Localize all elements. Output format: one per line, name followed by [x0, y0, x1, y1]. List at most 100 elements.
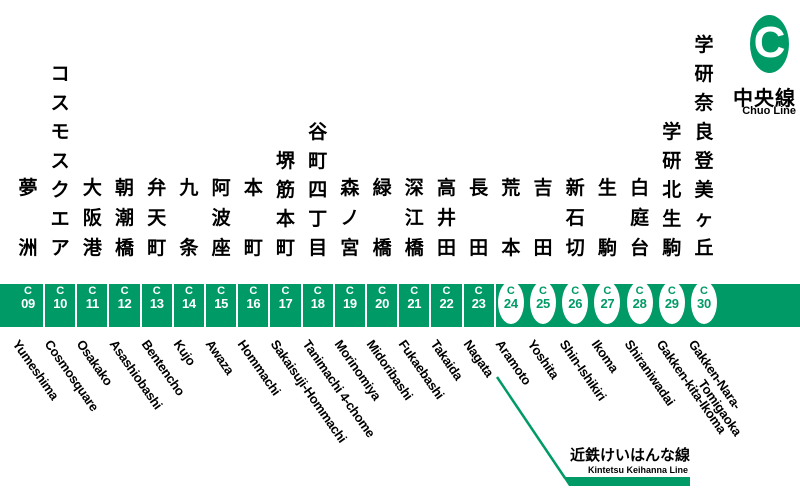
station-line-letter: C — [378, 285, 387, 297]
station-name-ja: 堺筋本町 — [274, 152, 298, 258]
station-name-ja: 朝潮橋 — [113, 179, 137, 258]
station-name-ja: 新石切 — [563, 179, 587, 258]
station-name-ja: 阿波座 — [209, 179, 233, 258]
station-name-ja-char: 田 — [436, 238, 456, 259]
station-line-letter: C — [474, 285, 483, 297]
cell-separator — [461, 284, 464, 327]
station-name-ja-char: 良 — [694, 122, 714, 143]
station-number: 21 — [407, 296, 422, 311]
station-name-ja-char: 長 — [469, 178, 489, 199]
station-name-ja: 谷町四丁目 — [306, 123, 330, 258]
station-number: 13 — [149, 296, 164, 311]
station-line-letter: C — [56, 285, 65, 297]
station-name-en: Kujo — [170, 337, 199, 369]
station-name-ja-char: 目 — [308, 238, 328, 259]
branch-name-en: Kintetsu Keihanna Line — [587, 465, 688, 475]
station-number-badge: C 25 — [530, 281, 557, 324]
station-number: 14 — [182, 296, 196, 311]
station-name-ja-char: 駒 — [662, 238, 682, 259]
station-number: 25 — [536, 296, 550, 311]
station-name-ja-char: ス — [50, 151, 70, 172]
station-number: 10 — [53, 296, 68, 311]
station-name-ja-char: 奈 — [694, 93, 714, 114]
cell-separator — [107, 284, 110, 327]
station-line-letter: C — [571, 285, 580, 297]
station-name-en: Awaza — [202, 337, 238, 378]
station-name-ja-char: 北 — [662, 180, 682, 201]
station-name-ja-char: コ — [50, 64, 70, 85]
station-number: 12 — [117, 296, 132, 311]
station-name-ja-char: 新 — [565, 178, 585, 199]
station-name-ja-char: 登 — [694, 151, 714, 172]
station-name-ja-char: 田 — [533, 238, 553, 259]
station-name-ja-char: 町 — [147, 238, 167, 259]
station-number: 23 — [471, 296, 486, 311]
station-number: 30 — [697, 296, 711, 311]
station-name-ja-char: 生 — [597, 178, 617, 199]
cell-separator — [332, 284, 335, 327]
station-line-letter: C — [152, 285, 161, 297]
station-number-badge: C 26 — [562, 281, 589, 324]
station-name-ja-char: 波 — [211, 208, 231, 229]
station-name-ja: 高井田 — [434, 179, 458, 258]
station-name-ja-char: ヶ — [694, 209, 714, 230]
station-name-ja-char: 生 — [662, 209, 682, 230]
station-name-ja-char: 江 — [404, 208, 424, 229]
station-number: 22 — [439, 296, 454, 311]
station-number-badge: C 20 — [365, 284, 399, 311]
station-number-badge: C 14 — [172, 284, 206, 311]
station-number-badge: C 16 — [236, 284, 270, 311]
branch-name-ja: 近鉄けいはんな線 — [569, 447, 690, 464]
station-name-ja-char: 緑 — [372, 178, 392, 199]
station-name-ja: 長田 — [467, 179, 491, 258]
station-number-badge: C 24 — [497, 281, 524, 324]
station-number-badge: C 11 — [75, 284, 109, 311]
station-line-letter: C — [506, 285, 515, 297]
station-name-ja: 九条 — [177, 179, 201, 258]
station-number-badge: C 15 — [204, 284, 238, 311]
station-number: 18 — [310, 296, 325, 311]
station-number: 16 — [246, 296, 261, 311]
station-line-letter: C — [603, 285, 612, 297]
station-name-ja-char: 森 — [340, 178, 360, 199]
station-name-ja-char: 吉 — [533, 178, 553, 199]
cell-separator — [300, 284, 303, 327]
station-number-badge: C 21 — [397, 284, 431, 311]
station-line-letter: C — [442, 285, 451, 297]
station-name-ja-char: 研 — [662, 151, 682, 172]
line-name-en: Chuo Line — [742, 105, 796, 117]
branch-diagonal-line — [495, 376, 567, 479]
station-name-ja-char: 九 — [179, 178, 199, 199]
station-number-badge: C 18 — [301, 284, 335, 311]
station-name-ja-char: 朝 — [115, 178, 135, 199]
branch-underline-bar — [563, 477, 690, 486]
station-number: 28 — [632, 296, 647, 311]
station-number-badge: C 10 — [43, 284, 77, 311]
station-line-letter: C — [345, 285, 354, 297]
station-name-ja: 大阪港 — [80, 179, 104, 258]
station-name-ja: 生駒 — [595, 179, 619, 258]
station-number: 29 — [664, 296, 679, 311]
cell-separator — [171, 284, 174, 327]
station-name-ja-char: 丁 — [308, 209, 328, 230]
station-line-letter: C — [539, 285, 547, 297]
station-name-ja-char: 白 — [630, 178, 650, 199]
station-name-ja: 吉田 — [531, 179, 555, 258]
station-name-ja-char: 橋 — [372, 238, 392, 259]
line-letter: C — [753, 18, 786, 67]
cell-separator — [75, 284, 78, 327]
station-name-ja: 弁天町 — [145, 179, 169, 258]
station-name-ja-char: 宮 — [340, 238, 360, 259]
cell-separator — [139, 284, 142, 327]
station-name-ja-char: 井 — [436, 208, 456, 229]
station-name-ja-char: ア — [50, 238, 70, 259]
station-number-badge: C 23 — [462, 284, 496, 311]
station-name-ja-char: 本 — [501, 238, 521, 259]
cell-separator — [43, 284, 46, 327]
station-line-letter: C — [24, 285, 32, 297]
station-line-letter: C — [313, 285, 322, 297]
station-number: 20 — [375, 296, 390, 311]
station-line-letter: C — [635, 285, 644, 297]
station-number: 09 — [21, 296, 35, 311]
